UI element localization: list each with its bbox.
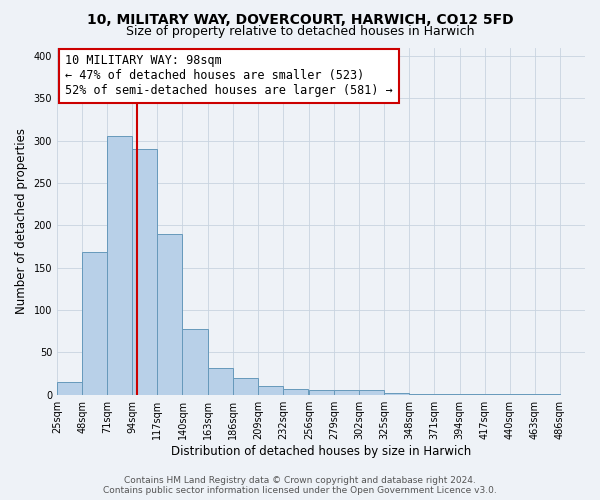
Bar [57,382,82,394]
Bar [107,136,133,394]
Text: Size of property relative to detached houses in Harwich: Size of property relative to detached ho… [126,25,474,38]
Bar [208,368,233,394]
Bar [182,328,208,394]
Bar [233,378,258,394]
Bar [384,393,409,394]
Bar [359,390,384,394]
Bar [283,389,308,394]
Text: 10 MILITARY WAY: 98sqm
← 47% of detached houses are smaller (523)
52% of semi-de: 10 MILITARY WAY: 98sqm ← 47% of detached… [65,54,393,98]
X-axis label: Distribution of detached houses by size in Harwich: Distribution of detached houses by size … [171,444,471,458]
Text: Contains HM Land Registry data © Crown copyright and database right 2024.
Contai: Contains HM Land Registry data © Crown c… [103,476,497,495]
Bar [82,252,107,394]
Y-axis label: Number of detached properties: Number of detached properties [15,128,28,314]
Bar [157,234,182,394]
Bar [258,386,283,394]
Bar [309,390,334,394]
Text: 10, MILITARY WAY, DOVERCOURT, HARWICH, CO12 5FD: 10, MILITARY WAY, DOVERCOURT, HARWICH, C… [86,12,514,26]
Bar [133,149,157,394]
Bar [334,390,359,394]
